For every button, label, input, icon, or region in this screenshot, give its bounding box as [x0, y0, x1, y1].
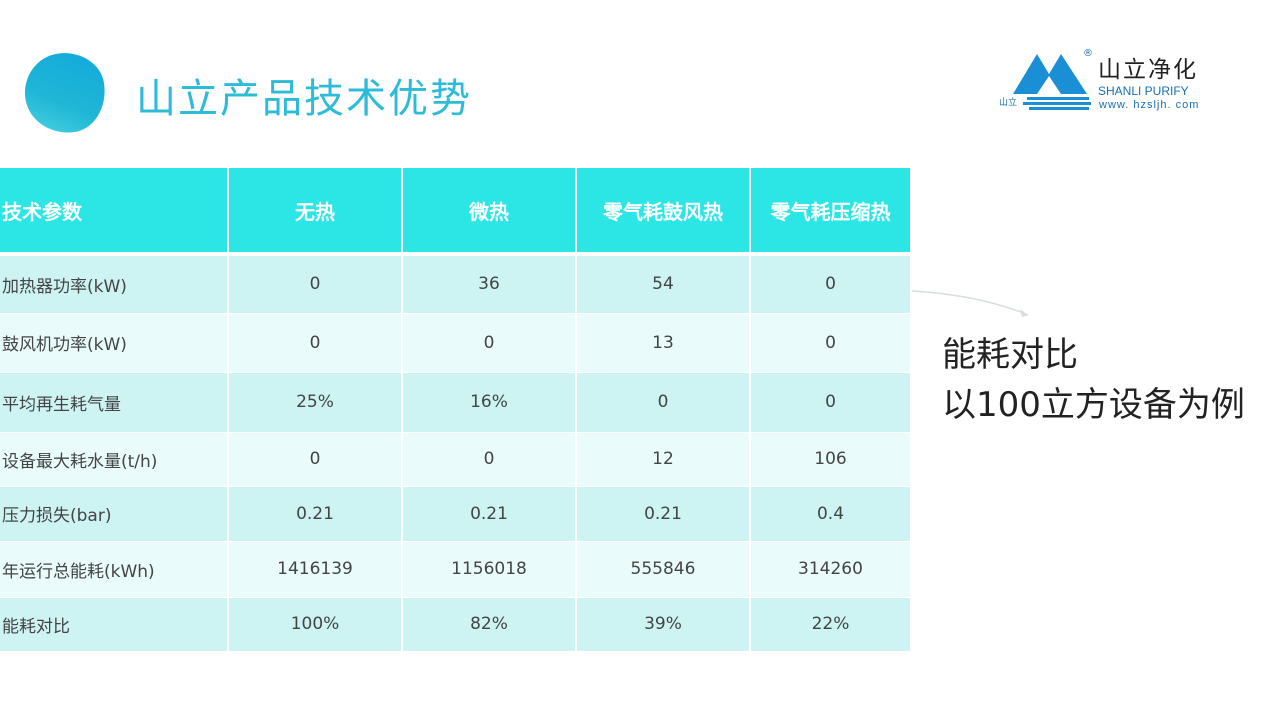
- table-cell: 106: [750, 432, 912, 487]
- logo-small-text: 山立: [999, 98, 1018, 108]
- table-cell: 0: [402, 313, 577, 373]
- table-cell: 555846: [576, 541, 751, 598]
- caption-title: 能耗对比: [942, 335, 1078, 375]
- table-cell: 22%: [750, 597, 912, 652]
- decorative-blob: [19, 47, 111, 139]
- registered-mark: ®: [1083, 48, 1093, 59]
- row-label: 设备最大耗水量(t/h): [0, 432, 229, 487]
- table-cell: 16%: [402, 372, 577, 433]
- table-cell: 13: [576, 313, 751, 373]
- logo-english-name: SHANLI PURIFY: [1098, 84, 1189, 98]
- table-cell: 1156018: [402, 541, 577, 598]
- table-cell: 0.21: [228, 486, 403, 542]
- table-cell: 0: [750, 372, 912, 433]
- table-cell: 0: [750, 313, 912, 373]
- table-cell: 0: [576, 372, 751, 433]
- row-label: 能耗对比: [0, 597, 229, 652]
- column-header: 无热: [228, 168, 403, 256]
- side-caption: 能耗对比 以100立方设备为例: [942, 330, 1245, 430]
- table-row: 年运行总能耗(kWh) 1416139 1156018 555846 314260: [0, 541, 912, 598]
- column-header: 技术参数: [0, 168, 229, 256]
- column-header: 零气耗压缩热: [750, 168, 912, 256]
- table-cell: 314260: [750, 541, 912, 598]
- table-row: 加热器功率(kW) 0 36 54 0: [0, 254, 912, 314]
- table-row: 能耗对比 100% 82% 39% 22%: [0, 597, 912, 652]
- table-cell: 25%: [228, 372, 403, 433]
- table-row: 设备最大耗水量(t/h) 0 0 12 106: [0, 432, 912, 487]
- logo-url: www. hzsljh. com: [1099, 99, 1200, 111]
- curved-arrow-icon: [911, 290, 1029, 317]
- table-cell: 0.4: [750, 486, 912, 542]
- table-cell: 54: [576, 254, 751, 314]
- table-cell: 0.21: [576, 486, 751, 542]
- column-header: 微热: [402, 168, 577, 256]
- table-cell: 12: [576, 432, 751, 487]
- table-cell: 1416139: [228, 541, 403, 598]
- table-row: 平均再生耗气量 25% 16% 0 0: [0, 372, 912, 433]
- table-row: 压力损失(bar) 0.21 0.21 0.21 0.4: [0, 486, 912, 542]
- table-cell: 0: [228, 313, 403, 373]
- row-label: 加热器功率(kW): [0, 254, 229, 314]
- table-header-row: 技术参数 无热 微热 零气耗鼓风热 零气耗压缩热: [0, 168, 912, 256]
- row-label: 平均再生耗气量: [0, 372, 229, 433]
- row-label: 压力损失(bar): [0, 486, 229, 542]
- table-cell: 0: [402, 432, 577, 487]
- row-label: 年运行总能耗(kWh): [0, 541, 229, 598]
- company-logo: ® 山立 山立净化 SHANLI PURIFY www. hzsljh. com: [995, 48, 1220, 118]
- caption-subtitle: 以100立方设备为例: [942, 385, 1245, 425]
- page-title: 山立产品技术优势: [136, 76, 472, 122]
- table-cell: 100%: [228, 597, 403, 652]
- table-cell: 36: [402, 254, 577, 314]
- table-cell: 0: [750, 254, 912, 314]
- mountain-logo-icon: [1013, 54, 1091, 110]
- table-cell: 82%: [402, 597, 577, 652]
- column-header: 零气耗鼓风热: [576, 168, 751, 256]
- table-cell: 39%: [576, 597, 751, 652]
- row-label: 鼓风机功率(kW): [0, 313, 229, 373]
- table-cell: 0: [228, 432, 403, 487]
- comparison-table: 技术参数 无热 微热 零气耗鼓风热 零气耗压缩热 加热器功率(kW) 0 36 54 0…: [0, 168, 912, 652]
- logo-chinese-name: 山立净化: [1098, 57, 1198, 83]
- table-cell: 0.21: [402, 486, 577, 542]
- table-row: 鼓风机功率(kW) 0 0 13 0: [0, 313, 912, 373]
- table-cell: 0: [228, 254, 403, 314]
